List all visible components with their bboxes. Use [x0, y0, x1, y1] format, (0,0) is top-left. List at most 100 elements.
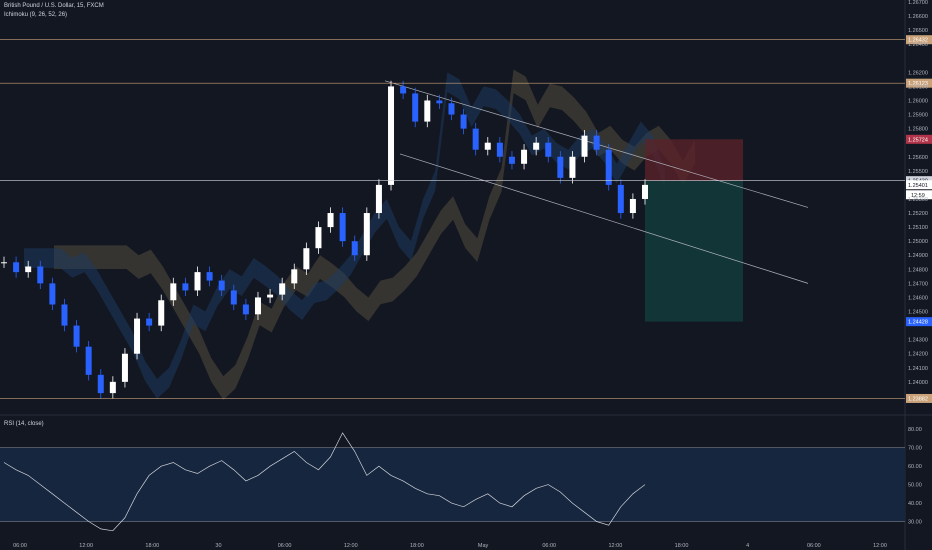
candle-body[interactable] — [484, 142, 491, 150]
y-tick-label: 1.25300 — [908, 197, 928, 203]
candle-body[interactable] — [569, 156, 576, 178]
candle-body[interactable] — [267, 294, 274, 298]
y-tick-label: 1.26500 — [908, 28, 928, 34]
y-tick-label: 1.25600 — [908, 155, 928, 161]
candle-body[interactable] — [279, 283, 286, 295]
candle-body[interactable] — [629, 198, 636, 214]
candle-body[interactable] — [460, 114, 467, 129]
candle-body[interactable] — [327, 213, 334, 228]
y-tick-label: 1.24500 — [908, 310, 928, 316]
candle-body[interactable] — [581, 135, 588, 157]
candle-body[interactable] — [25, 266, 32, 273]
rsi-y-tick-label: 40.00 — [908, 501, 922, 507]
candle-body[interactable] — [388, 86, 395, 185]
candle-body[interactable] — [134, 318, 141, 354]
price-tag-label: 1.26123 — [908, 81, 928, 87]
candle-body[interactable] — [158, 300, 165, 326]
x-tick-label: 18:00 — [145, 543, 159, 549]
candle-body[interactable] — [206, 272, 213, 281]
candle-body[interactable] — [121, 353, 128, 382]
candle-body[interactable] — [254, 297, 261, 315]
rsi-y-tick-label: 50.00 — [908, 483, 922, 489]
candle-body[interactable] — [472, 128, 479, 150]
x-tick-label: 06:00 — [807, 543, 821, 549]
candle-body[interactable] — [315, 227, 322, 249]
y-tick-label: 1.26400 — [908, 42, 928, 48]
candle-body[interactable] — [37, 266, 44, 284]
x-tick-label: 12:00 — [344, 543, 358, 549]
candle-body[interactable] — [339, 213, 346, 242]
y-tick-label: 1.24600 — [908, 295, 928, 301]
x-tick-label: May — [478, 543, 489, 549]
rsi-band — [0, 447, 905, 522]
candle-body[interactable] — [242, 304, 249, 315]
x-tick-label: 12:00 — [79, 543, 93, 549]
candle-body[interactable] — [61, 304, 68, 326]
price-tag — [906, 180, 932, 190]
rsi-line[interactable] — [3, 432, 646, 532]
candle-body[interactable] — [49, 283, 56, 305]
x-tick-label: 06:00 — [542, 543, 556, 549]
x-tick-label: 4 — [746, 543, 749, 549]
ichimoku-cloud-bear — [54, 69, 695, 400]
countdown-label: 12:59 — [911, 193, 925, 199]
x-tick-label: 06:00 — [278, 543, 292, 549]
candle-body[interactable] — [351, 241, 358, 256]
candle-body[interactable] — [400, 86, 407, 94]
candle-body[interactable] — [85, 346, 92, 375]
candle-body[interactable] — [182, 283, 189, 291]
candle-body[interactable] — [375, 184, 382, 214]
candle-body[interactable] — [533, 142, 540, 150]
channel-lower-line[interactable] — [399, 153, 809, 284]
candle-body[interactable] — [593, 135, 600, 150]
price-tag — [906, 134, 932, 144]
candle-body[interactable] — [508, 156, 515, 164]
candle-body[interactable] — [218, 280, 225, 291]
y-tick-label: 1.24200 — [908, 352, 928, 358]
candle-body[interactable] — [146, 318, 153, 326]
candle-body[interactable] — [291, 269, 298, 284]
candle-body[interactable] — [13, 262, 20, 273]
candle-body[interactable] — [1, 262, 7, 264]
take-profit-zone[interactable] — [645, 180, 743, 322]
y-tick-label: 1.25000 — [908, 239, 928, 245]
y-tick-label: 1.24700 — [908, 281, 928, 287]
candle-body[interactable] — [448, 103, 455, 115]
candle-body[interactable] — [557, 156, 564, 178]
y-tick-label: 1.25800 — [908, 127, 928, 133]
stop-loss-zone[interactable] — [645, 139, 743, 181]
indicator-label[interactable]: Ichimoku (9, 26, 52, 26) — [4, 12, 68, 18]
y-tick-label: 1.26200 — [908, 70, 928, 76]
price-tag — [906, 393, 932, 403]
candle-body[interactable] — [642, 184, 648, 199]
candle-body[interactable] — [194, 272, 201, 291]
candle-body[interactable] — [412, 93, 419, 122]
candle-body[interactable] — [230, 290, 237, 305]
y-tick-label: 1.25900 — [908, 113, 928, 119]
candle-body[interactable] — [521, 149, 528, 164]
chart-title: British Pound / U.S. Dollar, 15, FXCM — [4, 3, 104, 9]
x-tick-label: 18:00 — [410, 543, 424, 549]
countdown-tag — [906, 190, 932, 200]
candle-body[interactable] — [424, 100, 431, 122]
candle-body[interactable] — [363, 213, 370, 256]
y-tick-label: 1.25100 — [908, 225, 928, 231]
candle-body[interactable] — [73, 325, 80, 347]
candle-body[interactable] — [97, 374, 104, 394]
candle-body[interactable] — [545, 142, 552, 157]
x-tick-label: 18:00 — [675, 543, 689, 549]
candle-body[interactable] — [170, 283, 177, 301]
price-tag — [906, 317, 932, 327]
candle-body[interactable] — [617, 184, 624, 214]
candle-body[interactable] — [496, 142, 503, 157]
candle-body[interactable] — [605, 149, 612, 185]
x-tick-label: 06:00 — [13, 543, 27, 549]
y-tick-label: 1.24300 — [908, 338, 928, 344]
candle-body[interactable] — [303, 248, 310, 270]
candle-body[interactable] — [436, 100, 443, 104]
rsi-y-tick-label: 30.00 — [908, 520, 922, 526]
rsi-label[interactable]: RSI (14, close) — [4, 421, 44, 427]
candle-body[interactable] — [109, 381, 116, 394]
y-tick-label: 1.24100 — [908, 366, 928, 372]
